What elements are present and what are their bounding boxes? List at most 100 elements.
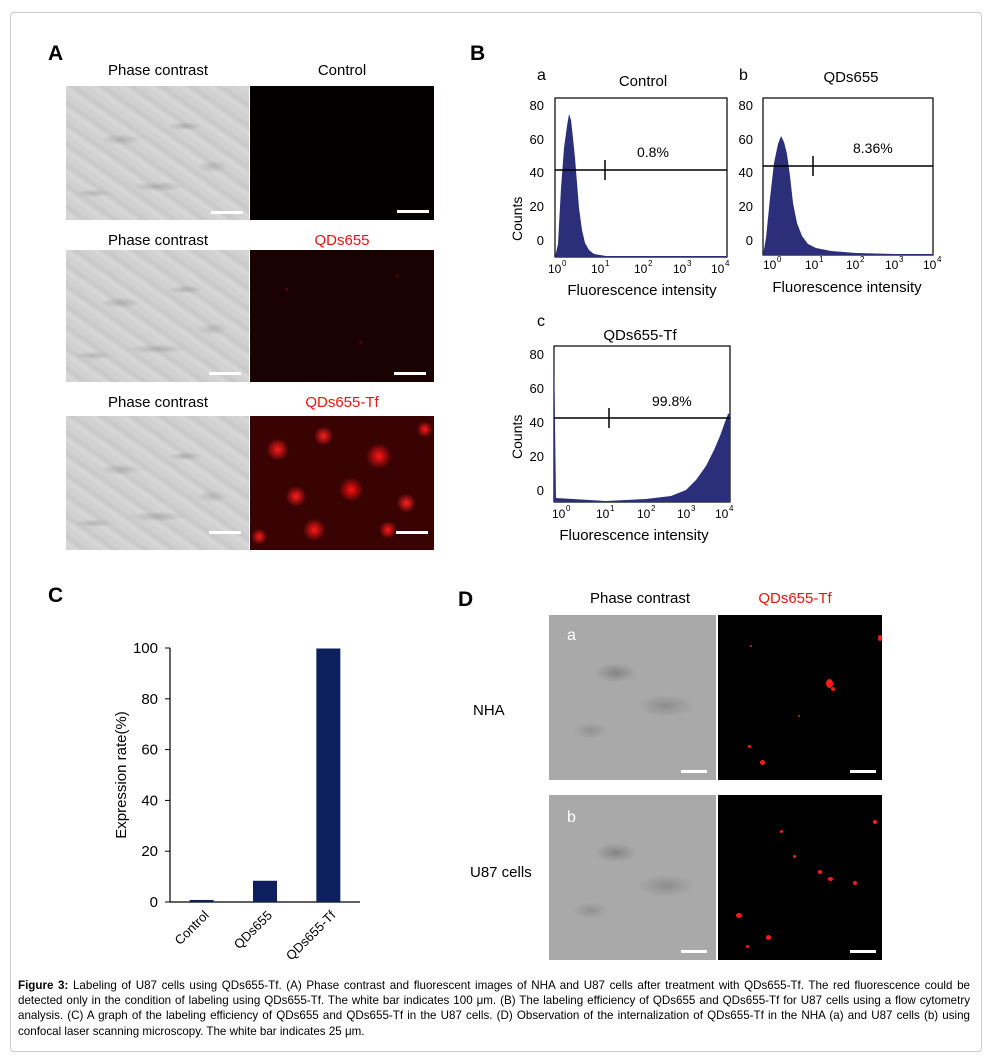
hist-a-xlabel: Fluorescence intensity xyxy=(567,282,717,299)
u87-phase-image: b xyxy=(549,795,716,960)
hist-a-xtick: 10 xyxy=(711,262,725,276)
hist-c-xexp: 4 xyxy=(729,504,734,513)
scale-bar xyxy=(209,372,241,375)
sub-letter-a: a xyxy=(567,627,576,644)
scale-bar xyxy=(397,210,429,213)
hist-a-fill xyxy=(555,114,727,257)
nha-fluor-image xyxy=(718,615,882,780)
scale-bar xyxy=(850,950,876,953)
hist-a-xtick: 10 xyxy=(634,262,648,276)
scale-bar xyxy=(681,950,707,953)
hist-c-percent: 99.8% xyxy=(652,393,692,409)
hist-b-xexp: 4 xyxy=(937,255,942,264)
hist-c-xexp: 3 xyxy=(691,504,696,513)
row3-phase-label: Phase contrast xyxy=(107,394,209,411)
fluor-spot xyxy=(746,945,749,948)
y-tick-label: 80 xyxy=(141,691,158,708)
hist-b-ytick: 60 xyxy=(739,132,753,147)
y-tick-label: 100 xyxy=(133,640,158,657)
bar-control xyxy=(189,899,214,902)
scale-bar xyxy=(209,531,241,534)
row-label-u87: U87 cells xyxy=(470,864,532,881)
hist-a-xexp: 2 xyxy=(648,259,653,268)
y-tick-label: 20 xyxy=(141,843,158,860)
y-tick-label: 40 xyxy=(141,792,158,809)
scale-bar xyxy=(396,531,428,534)
fluor-spot xyxy=(818,870,822,874)
row1-phase-label: Phase contrast xyxy=(107,62,209,79)
hist-c-xtick: 10 xyxy=(552,507,566,521)
u87-fluor-image xyxy=(718,795,882,960)
hist-b-xlabel: Fluorescence intensity xyxy=(772,279,922,296)
hist-c-xexp: 1 xyxy=(610,504,615,513)
hist-c-xtick: 10 xyxy=(596,507,610,521)
sub-letter-b: b xyxy=(567,809,576,826)
histogram-a: a Control 0.8% 80 60 40 20 0 Counts 10 0 … xyxy=(509,67,730,299)
hist-a-ytick: 60 xyxy=(530,132,544,147)
hist-b-xtick: 10 xyxy=(885,258,899,272)
scale-bar xyxy=(850,770,876,773)
hist-a-xexp: 3 xyxy=(687,259,692,268)
hist-c-ylabel: Counts xyxy=(509,415,525,459)
fluor-spot xyxy=(828,877,833,881)
hist-b-percent: 8.36% xyxy=(853,140,893,156)
hist-a-xexp: 0 xyxy=(562,259,567,268)
panel-letter-c: C xyxy=(48,584,64,607)
bar-qds655 xyxy=(253,880,277,902)
fluor-spot xyxy=(831,687,835,691)
y-axis-label: Expression rate(%) xyxy=(113,711,130,839)
fluor-spot xyxy=(853,881,857,885)
histogram-b: b QDs655 8.36% 80 60 40 20 0 10 0 10 1 10 2… xyxy=(739,67,942,296)
hist-a-percent: 0.8% xyxy=(637,144,669,160)
panel-letter-b: B xyxy=(470,42,486,65)
fluor-spot xyxy=(878,635,882,641)
y-tick-label: 0 xyxy=(150,894,158,911)
scale-bar xyxy=(211,211,243,214)
hist-a-ytick: 40 xyxy=(530,165,544,180)
hist-c-xtick: 10 xyxy=(637,507,651,521)
hist-c-ytick: 0 xyxy=(537,483,544,498)
hist-c-xexp: 2 xyxy=(651,504,656,513)
x-tick-label: QDs655-Tf xyxy=(283,907,339,963)
hist-b-xexp: 1 xyxy=(819,255,824,264)
hist-c-ytick: 40 xyxy=(530,415,544,430)
caption-text: Labeling of U87 cells using QDs655-Tf. (… xyxy=(18,979,970,1038)
hist-c-ytick: 60 xyxy=(530,381,544,396)
hist-b-ytick: 80 xyxy=(739,98,753,113)
row1-control-label: Control xyxy=(317,62,367,79)
hist-a-frame xyxy=(554,97,728,258)
hist-c-xlabel: Fluorescence intensity xyxy=(559,527,709,544)
panel-letter-d: D xyxy=(458,588,474,611)
row1-control-fluor-image xyxy=(250,86,434,220)
d-qds655tf-label: QDs655-Tf xyxy=(758,590,832,607)
nha-phase-image: a xyxy=(549,615,716,780)
hist-b-ytick: 40 xyxy=(739,165,753,180)
scale-bar xyxy=(681,770,707,773)
fluor-spot xyxy=(826,679,833,688)
hist-c-ytick: 20 xyxy=(530,449,544,464)
row3-qds655tf-label: QDs655-Tf xyxy=(305,394,379,411)
row2-phase-image xyxy=(66,250,249,382)
bar-qds655-tf xyxy=(316,648,341,902)
hist-a-xtick: 10 xyxy=(673,262,687,276)
fluor-spot xyxy=(780,830,783,833)
hist-a-xexp: 4 xyxy=(725,259,730,268)
figure-caption: Figure 3: Labeling of U87 cells using QD… xyxy=(18,978,970,1039)
hist-a-xtick: 10 xyxy=(548,262,562,276)
x-tick-label: Control xyxy=(172,907,212,947)
hist-b-xexp: 3 xyxy=(899,255,904,264)
expression-bar-chart: 0 20 40 60 80 100 Expression rate(%) Control QDs… xyxy=(113,640,360,963)
hist-a-ytick: 20 xyxy=(530,199,544,214)
hist-c-title: QDs655-Tf xyxy=(603,327,677,344)
row3-qds655tf-fluor-image xyxy=(250,416,434,550)
row2-qds655-fluor-image xyxy=(250,250,434,382)
hist-c-xtick: 10 xyxy=(677,507,691,521)
fluor-spot xyxy=(760,760,765,765)
y-tick-label: 60 xyxy=(141,742,158,759)
fluor-spot xyxy=(750,645,752,647)
hist-c-fill xyxy=(554,348,730,502)
row1-phase-image xyxy=(66,86,249,220)
fluor-spot xyxy=(748,745,751,748)
hist-b-xtick: 10 xyxy=(846,258,860,272)
caption-lead: Figure 3: xyxy=(18,979,69,992)
